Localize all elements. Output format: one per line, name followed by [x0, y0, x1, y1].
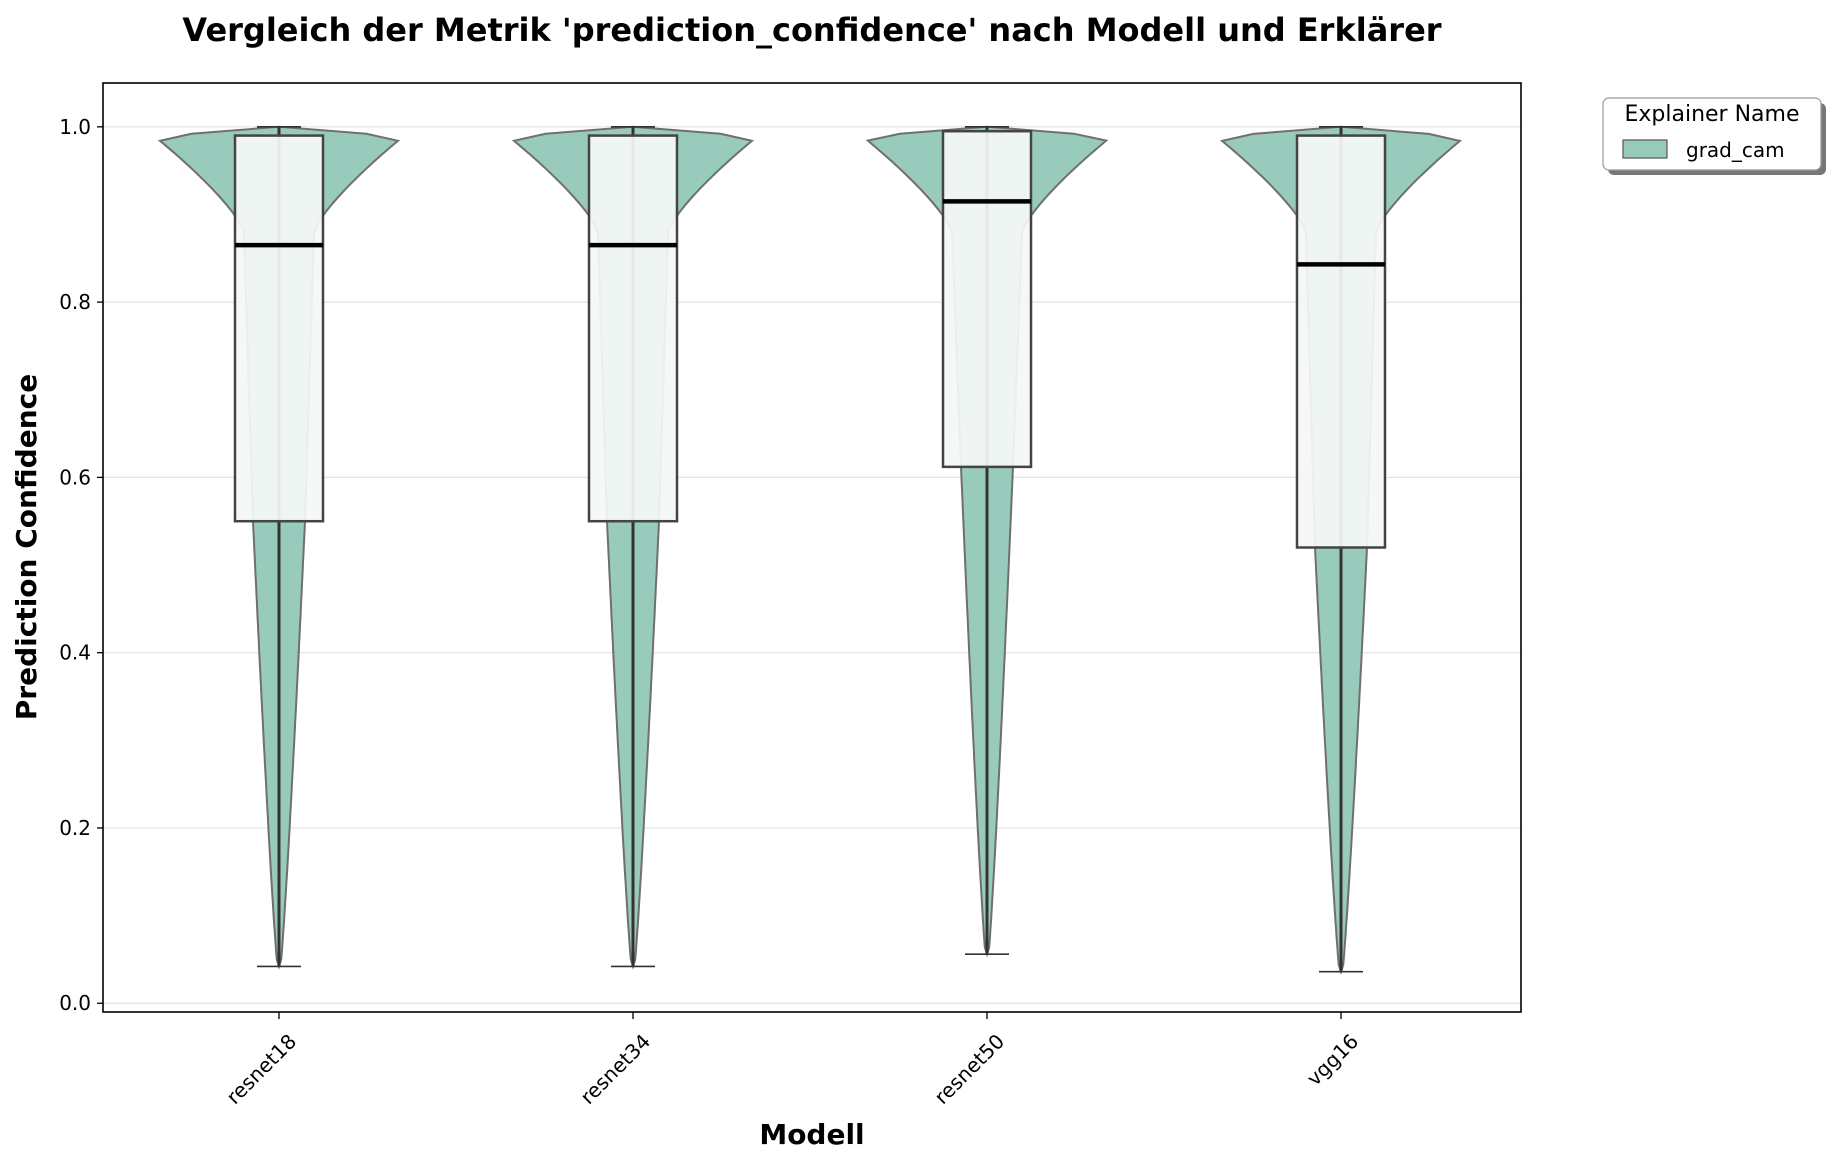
- box-resnet50: [941, 129, 1033, 469]
- x-tick-label: resnet18: [221, 1029, 301, 1109]
- y-axis-label: Prediction Confidence: [10, 374, 43, 721]
- x-tick-label: resnet50: [929, 1029, 1009, 1109]
- y-tick-label: 0.4: [59, 641, 91, 665]
- legend-swatch-grad-cam: [1622, 139, 1668, 159]
- y-tick-label: 0.8: [59, 290, 91, 314]
- y-tick-label: 0.6: [59, 465, 91, 489]
- x-axis-label: Modell: [759, 1118, 864, 1151]
- y-tick-label: 0.0: [59, 991, 91, 1015]
- boxplots: [233, 126, 1387, 973]
- y-tick-label: 0.2: [59, 816, 91, 840]
- x-tick-label: resnet34: [575, 1029, 655, 1109]
- gridlines: [103, 126, 1521, 1004]
- y-tick-label: 1.0: [59, 115, 91, 139]
- x-axis: resnet18 resnet34 resnet50 vgg16: [221, 1012, 1363, 1109]
- legend-entry-grad-cam: grad_cam: [1686, 138, 1785, 162]
- plot-frame: [102, 82, 1522, 1013]
- box-vgg16: [1295, 134, 1387, 549]
- chart-title: Vergleich der Metrik 'prediction_confide…: [182, 11, 1441, 49]
- box-resnet34: [587, 134, 679, 523]
- legend: Explainer Name grad_cam: [1602, 97, 1826, 175]
- violins: [157, 125, 1463, 975]
- legend-title: Explainer Name: [1624, 102, 1799, 127]
- y-axis: 0.0 0.2 0.4 0.6 0.8 1.0: [59, 115, 103, 1015]
- x-tick-label: vgg16: [1302, 1029, 1363, 1090]
- box-resnet18: [233, 134, 325, 523]
